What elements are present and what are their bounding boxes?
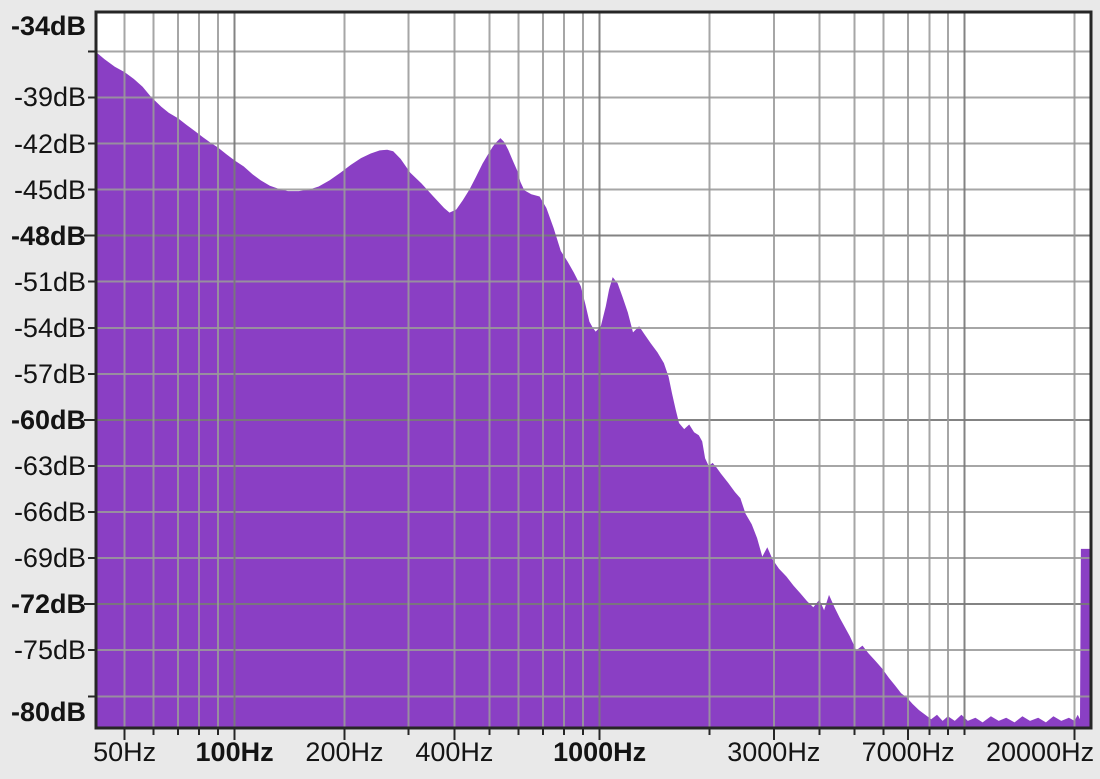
y-axis-label-34db: -34dB: [10, 11, 86, 41]
y-axis-label-60db: -60dB: [10, 404, 86, 435]
y-axis-label-57db: -57dB: [13, 358, 86, 389]
y-axis-label-45db: -45dB: [13, 174, 86, 205]
x-axis-label-7000hz: 7000Hz: [861, 737, 955, 767]
x-axis-label-3000hz: 3000Hz: [727, 737, 821, 767]
y-axis-label-51db: -51dB: [13, 266, 86, 297]
x-axis-label-50hz: 50Hz: [93, 737, 157, 767]
y-axis-label-54db: -54dB: [13, 312, 86, 343]
y-axis-label-48db: -48dB: [10, 220, 86, 251]
x-axis-label-20000hz: 20000Hz: [986, 737, 1095, 767]
x-axis-label-200hz: 200Hz: [305, 737, 384, 767]
x-axis-label-400hz: 400Hz: [415, 737, 494, 767]
plot-border: [94, 10, 1093, 730]
y-axis-label-66db: -66dB: [13, 497, 86, 528]
y-axis-label-42db: -42dB: [13, 128, 86, 159]
y-axis-label-75db: -75dB: [13, 635, 86, 666]
y-axis-label-80db: -80dB: [10, 697, 86, 727]
y-axis-label-39db: -39dB: [13, 82, 86, 113]
y-axis-label-72db: -72dB: [10, 589, 86, 620]
y-axis-label-69db: -69dB: [13, 543, 86, 574]
y-axis-label-63db: -63dB: [13, 450, 86, 481]
x-axis-label-1000hz: 1000Hz: [553, 737, 647, 767]
x-axis-label-100hz: 100Hz: [195, 737, 274, 767]
